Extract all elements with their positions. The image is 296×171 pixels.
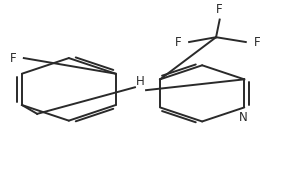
Text: F: F	[175, 36, 181, 49]
Text: F: F	[254, 36, 260, 49]
Text: F: F	[216, 3, 223, 16]
Text: H: H	[136, 75, 145, 88]
Text: F: F	[10, 52, 17, 65]
Text: N: N	[239, 111, 247, 124]
